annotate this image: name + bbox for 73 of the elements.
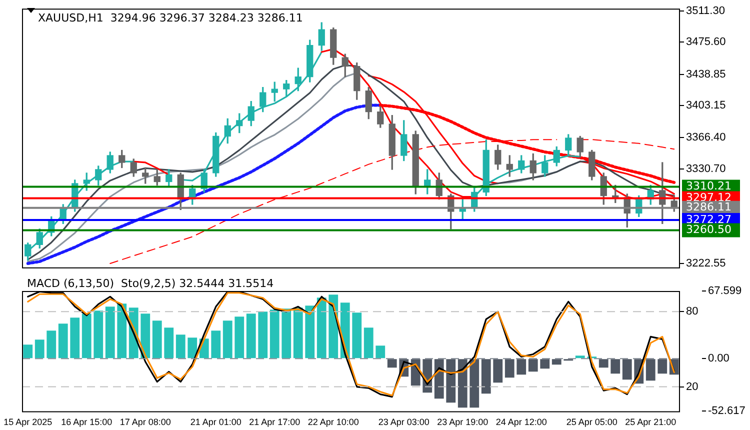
ref-line-label: 3310.21 <box>686 180 732 193</box>
y-tick-label: 3438.85 <box>686 68 726 80</box>
ref-line-label: 3272.27 <box>686 212 732 226</box>
bar <box>352 312 362 358</box>
x-tick-label: 17 Apr 08:00 <box>120 417 171 428</box>
bar <box>622 359 632 380</box>
bar <box>364 328 374 358</box>
bar <box>458 359 468 408</box>
bar <box>376 346 386 358</box>
x-tick-label: 21 Apr 17:00 <box>249 417 300 428</box>
bar <box>23 344 33 358</box>
bar <box>70 318 80 358</box>
bar <box>646 359 656 381</box>
bar <box>117 304 127 358</box>
y-tick-label: -52.617 <box>708 405 746 418</box>
y-tick-label: 3222.55 <box>686 257 726 270</box>
bar <box>34 340 44 358</box>
bar <box>222 320 232 358</box>
bar <box>493 359 503 383</box>
bar <box>246 314 256 358</box>
bar <box>140 314 150 358</box>
x-tick-label: 25 Apr 05:00 <box>566 417 618 428</box>
bar <box>152 320 162 358</box>
bar <box>164 328 174 358</box>
y-tick-label: 0.00 <box>708 352 730 365</box>
bar <box>575 356 585 358</box>
y-tick-label: 3330.70 <box>686 162 726 175</box>
bar <box>270 310 280 358</box>
bar <box>293 308 303 358</box>
x-tick-label: 16 Apr 15:00 <box>61 417 112 428</box>
bar <box>258 312 268 358</box>
chart-title: XAUUSD,H1 3294.96 3296.37 3284.23 3286.11 <box>38 11 303 24</box>
bar <box>598 359 608 368</box>
bar <box>610 359 620 374</box>
ref-line-label: 3260.50 <box>686 223 732 236</box>
bar <box>211 330 221 358</box>
bar <box>387 359 397 368</box>
ref-line-label: 3286.11 <box>686 200 732 214</box>
x-tick-label: 25 Apr 21:00 <box>625 417 676 428</box>
y-tick-label: 3403.15 <box>686 100 726 112</box>
bar <box>58 324 68 358</box>
y-tick-label: 67.599 <box>708 285 742 298</box>
bar <box>504 359 514 378</box>
bar <box>516 359 526 375</box>
bar <box>316 298 326 358</box>
x-tick-label: 23 Apr 19:00 <box>437 417 488 428</box>
bar <box>658 359 668 374</box>
x-tick-label: 15 Apr 2025 <box>4 417 52 428</box>
chart-title: MACD (6,13,50) Sto(9,2,5) 32.5444 31.5514 <box>27 276 274 290</box>
bar <box>176 334 186 358</box>
bar <box>528 359 538 372</box>
y-tick-label: 3366.40 <box>686 132 726 144</box>
bar <box>481 359 491 394</box>
bar <box>46 330 56 358</box>
x-tick-label: 22 Apr 10:00 <box>308 417 359 428</box>
bar <box>105 306 115 358</box>
x-tick-label: 23 Apr 03:00 <box>378 417 430 428</box>
bar <box>282 308 292 358</box>
bar <box>552 359 562 365</box>
y2-tick-label: 80 <box>686 306 698 318</box>
y-tick-label: 3475.60 <box>686 36 726 48</box>
bar <box>82 314 92 358</box>
x-tick-label: 24 Apr 12:00 <box>496 417 547 428</box>
bar <box>446 359 456 403</box>
bar <box>540 359 550 369</box>
y-tick-label: 3511.30 <box>686 4 725 17</box>
bar <box>470 359 480 408</box>
bar <box>94 310 104 358</box>
bar <box>234 316 244 358</box>
y2-tick-label: 20 <box>686 380 698 393</box>
x-tick-label: 21 Apr 01:00 <box>190 417 242 428</box>
bar <box>188 338 198 358</box>
bar <box>305 306 315 358</box>
